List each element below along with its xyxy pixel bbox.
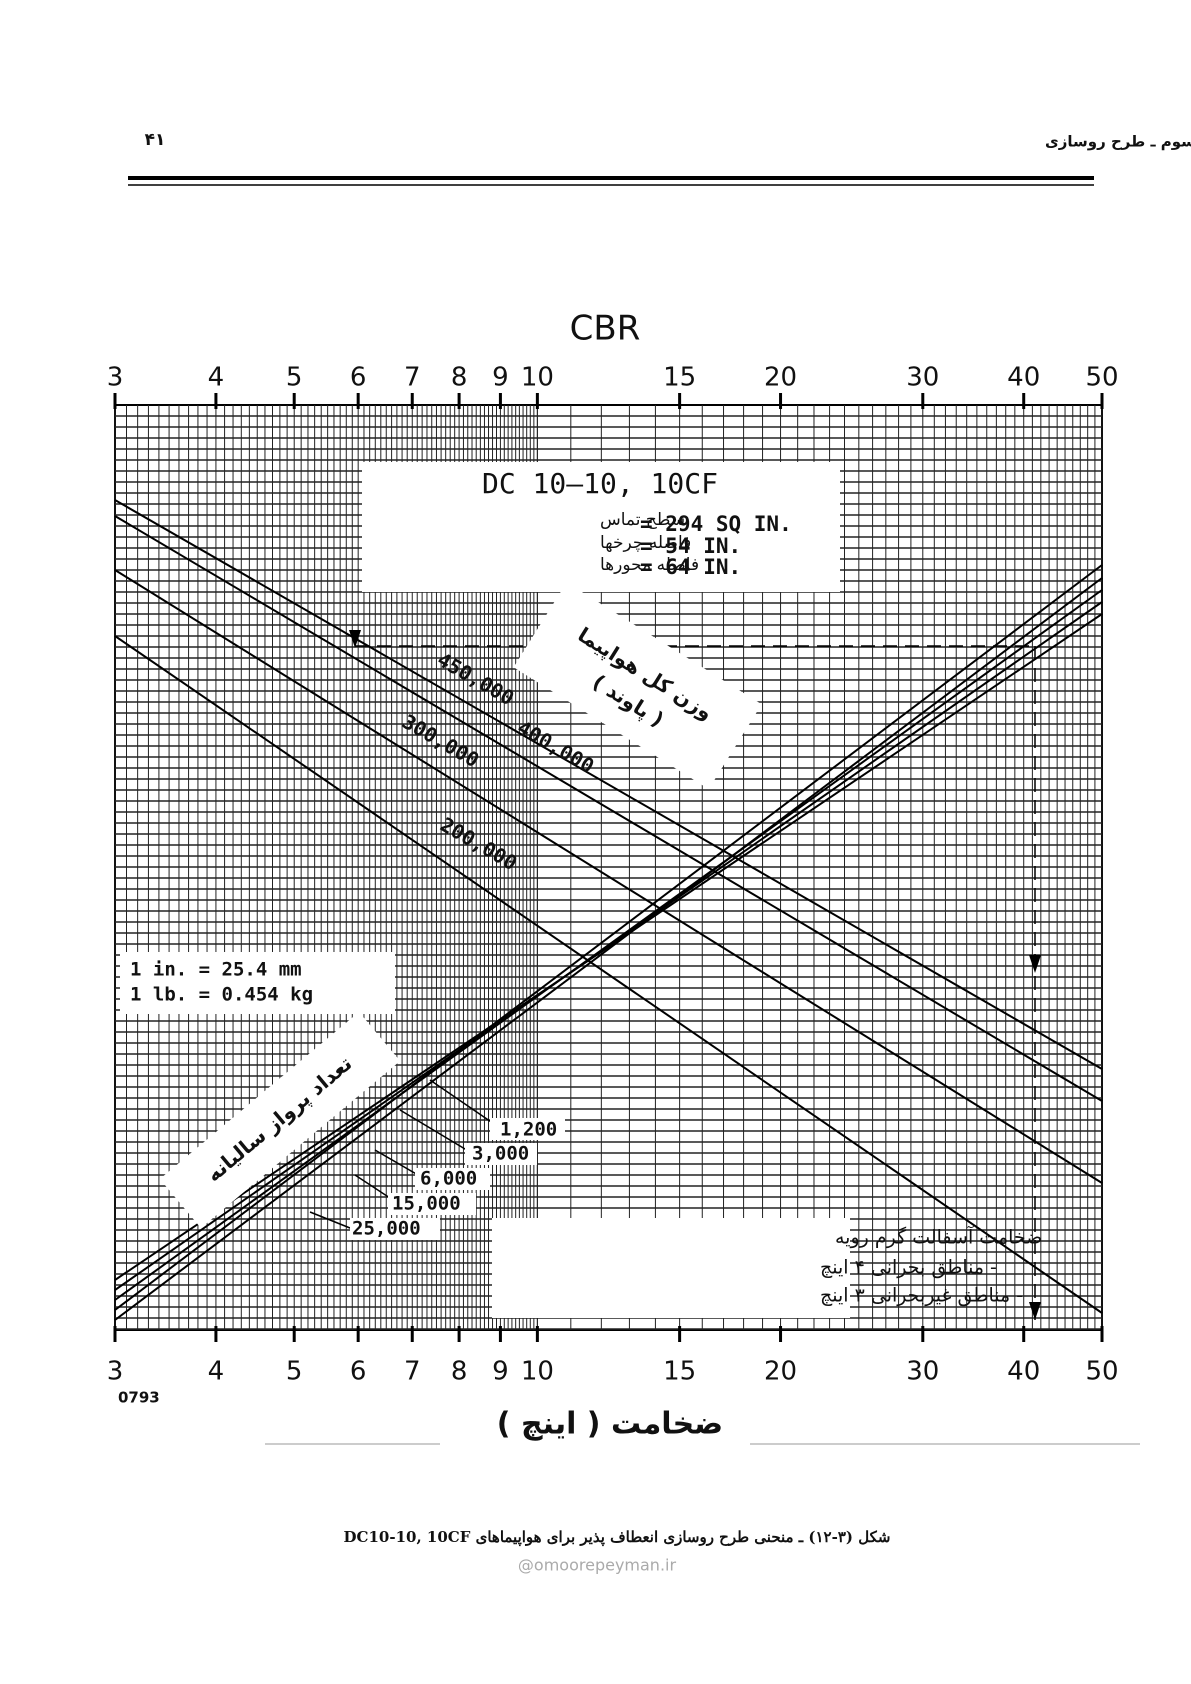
leader [374,1149,419,1176]
tick-label: 6 [350,363,367,393]
label-bg [465,1143,537,1165]
tick-label: 50 [1085,1357,1118,1387]
caption: شکل (۳-۱۲) ـ منحنی طرح روسازی انعطاف پذی… [344,1528,891,1547]
weight-label-group: وزن کل هواپیما ( پاوند ) [513,582,762,790]
tick-label: 3 [107,1357,124,1387]
bottom-axis-title: ضخامت ( اینچ ) [497,1407,723,1442]
watermark: @omoorepeyman.ir [518,1556,677,1575]
tick-label: 5 [286,1357,303,1387]
top-axis-title: CBR [570,309,641,349]
label-bg [388,1193,476,1215]
spec-value: = 294 SQ IN. [640,512,792,536]
tick-label: 9 [492,363,509,393]
tick-label: 50 [1085,363,1118,393]
unit-note: 1 lb. = 0.454 kg [130,984,313,1006]
label-bg [350,1218,440,1240]
tick-label: 40 [1007,1357,1040,1387]
tick-label: 30 [906,1357,939,1387]
departure-curve-label: 3,000 [472,1143,529,1165]
departure-curve-label: 15,000 [392,1193,461,1215]
departures-box [159,1011,401,1229]
leader [429,1079,501,1129]
tick-label: 15 [663,363,696,393]
weight-curve [114,569,1103,1184]
spec-label: فاصله چرخها [600,533,691,553]
departure-curve-label: 6,000 [420,1168,477,1190]
tick-label: 40 [1007,363,1040,393]
leader [399,1109,471,1153]
asphalt-note: - مناطق بحرانی ۴ اینچ [820,1257,997,1279]
weight-box [513,582,762,790]
chapter-title: فصل سوم ـ طرح روسازی [1045,133,1191,151]
asphalt-box [492,1218,850,1318]
departure-curve-label: 1,200 [500,1119,557,1141]
departure-curve-label: 25,000 [352,1218,421,1240]
page-number: ۴۱ [145,130,166,150]
tick-label: 7 [404,363,421,393]
departure-curve [114,613,1103,1281]
tick-label: 10 [521,363,554,393]
tick-label: 8 [451,363,468,393]
tick-label: 15 [663,1357,696,1387]
figure-code: 0793 [118,1389,160,1407]
curves [114,499,1103,1321]
asphalt-note: - مناطق غیربحرانی ۳ اینچ [820,1285,1023,1307]
tick-label: 4 [208,1357,225,1387]
departure-curve [114,564,1103,1311]
arrow [1029,955,1041,973]
leader [354,1174,391,1199]
aircraft-box [362,462,840,592]
spec-label: سطح تماس [600,510,685,530]
tick-label: 20 [764,1357,797,1387]
tick-label: 8 [451,1357,468,1387]
label-bg [415,1168,490,1190]
tick-label: 9 [492,1357,509,1387]
tick-label: 6 [350,1357,367,1387]
asphalt-title: ضخامت آسفالت گرم رویه [835,1225,1042,1249]
tick-label: 7 [404,1357,421,1387]
aircraft-title: DC 10—10, 10CF [482,467,718,500]
weight-curve [114,515,1103,1102]
arrow [349,630,361,648]
tick-label: 5 [286,363,303,393]
tick-label: 10 [521,1357,554,1387]
weight-curve [114,635,1103,1314]
arrow [1029,1302,1041,1320]
weight-curve [114,499,1103,1070]
spec-label: فاصله محورها [600,555,699,575]
label-bg [490,1118,565,1140]
departure-leaders [309,1079,501,1231]
leader [309,1211,356,1231]
tick-label: 4 [208,363,225,393]
tick-label: 30 [906,363,939,393]
units-box [120,952,395,1014]
tick-label: 20 [764,363,797,393]
axes: 3 4 5 6 7 8 9 10 15 20 30 40 503 4 5 6 7 8 9 10 15 20 30 40 50 [107,363,1119,1387]
tick-label: 3 [107,363,124,393]
departure-curve [114,577,1103,1321]
spec-value: = 54 IN. [640,534,741,558]
spec-value: = 64 IN. [640,555,741,579]
unit-note: 1 in. = 25.4 mm [130,959,302,981]
